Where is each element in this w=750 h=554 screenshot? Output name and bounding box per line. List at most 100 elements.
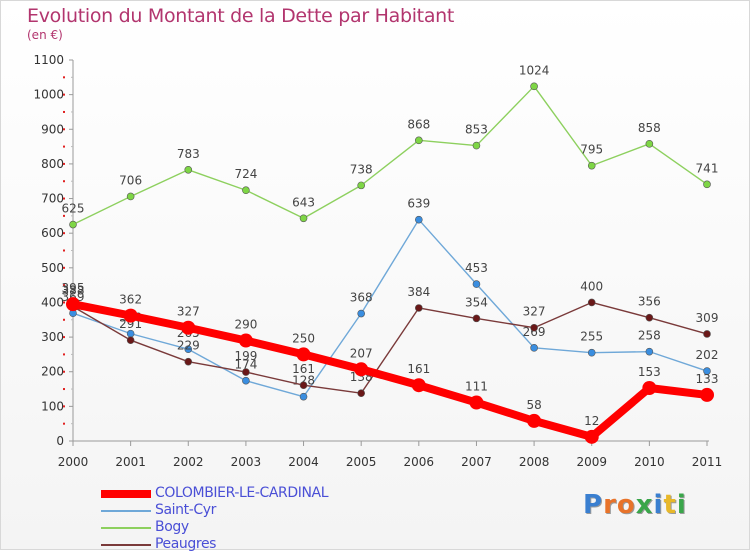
logo-letter: x <box>635 490 654 520</box>
legend-label: Saint-Cyr <box>155 502 216 518</box>
legend-label: Bogy <box>155 519 189 535</box>
data-point <box>584 429 599 444</box>
data-label: 738 <box>350 162 373 176</box>
data-label: 12 <box>584 414 599 428</box>
data-label: 741 <box>696 161 719 175</box>
data-label: 133 <box>696 372 719 386</box>
data-point <box>66 297 80 312</box>
data-label: 400 <box>580 279 603 293</box>
data-point <box>587 348 596 357</box>
data-label: 161 <box>407 362 430 376</box>
data-label: 58 <box>526 398 541 412</box>
y-tick-label: 200 <box>41 365 64 379</box>
logo-letter: i <box>653 490 664 520</box>
y-minor-marker <box>63 162 65 165</box>
data-label: 858 <box>638 121 661 135</box>
x-tick-label: 2001 <box>115 455 146 469</box>
data-label: 202 <box>696 348 719 362</box>
data-label: 309 <box>696 311 719 325</box>
y-minor-marker <box>63 180 65 183</box>
data-point <box>242 376 250 385</box>
data-point <box>296 347 311 362</box>
y-minor-marker <box>63 301 65 304</box>
data-label: 1024 <box>519 63 550 77</box>
data-point <box>530 344 538 352</box>
y-minor-marker <box>63 405 65 408</box>
data-point <box>411 378 426 393</box>
y-tick-label: 600 <box>41 226 64 240</box>
data-point <box>242 186 250 195</box>
data-label: 269 <box>523 325 546 339</box>
data-point <box>645 313 654 322</box>
y-tick-label: 0 <box>56 434 64 448</box>
data-point <box>357 309 365 318</box>
series-line-saint-cyr <box>72 218 708 398</box>
x-tick-label: 2005 <box>346 455 377 469</box>
series-line-peaugres <box>72 301 708 394</box>
legend-swatch <box>101 510 151 512</box>
x-tick-label: 2004 <box>288 455 319 469</box>
data-label: 290 <box>234 318 257 332</box>
y-minor-marker <box>63 318 65 321</box>
data-label: 395 <box>62 281 85 295</box>
x-tick-label: 2002 <box>173 455 204 469</box>
logo-letter: r <box>603 490 617 520</box>
data-point <box>354 362 369 377</box>
y-minor-marker <box>63 145 65 148</box>
data-label: 161 <box>292 362 315 376</box>
data-label: 258 <box>638 329 661 343</box>
logo-letter: i <box>676 490 687 520</box>
data-label: 868 <box>407 117 430 131</box>
legend-swatch <box>101 544 151 546</box>
data-label: 388 <box>62 284 85 298</box>
y-minor-marker <box>63 284 65 287</box>
x-tick-label: 2000 <box>58 455 89 469</box>
data-point <box>126 336 135 345</box>
y-minor-marker <box>63 232 65 235</box>
data-point <box>184 357 193 366</box>
data-label: 368 <box>350 291 373 305</box>
data-point <box>703 367 711 375</box>
x-tick-label: 2009 <box>576 455 607 469</box>
data-point <box>181 320 196 335</box>
legend-swatch <box>101 490 151 498</box>
y-minor-marker <box>63 214 65 217</box>
x-tick-label: 2011 <box>692 455 723 469</box>
y-minor-marker <box>63 422 65 425</box>
y-minor-marker <box>63 110 65 113</box>
data-point <box>238 333 253 348</box>
y-minor-marker <box>63 93 65 96</box>
y-minor-marker <box>63 76 65 79</box>
x-tick-label: 2010 <box>634 455 665 469</box>
y-minor-marker <box>63 353 65 356</box>
y-minor-marker <box>63 197 65 200</box>
y-tick-label: 400 <box>41 295 64 309</box>
data-label: 724 <box>234 167 257 181</box>
y-minor-marker <box>63 249 65 252</box>
y-tick-label: 100 <box>41 399 64 413</box>
data-point <box>703 180 711 189</box>
x-tick-label: 2008 <box>519 455 550 469</box>
x-tick-label: 2003 <box>231 455 262 469</box>
data-label: 453 <box>465 261 488 275</box>
data-point <box>472 141 481 150</box>
data-point <box>123 308 138 323</box>
data-point <box>642 381 657 396</box>
data-label: 327 <box>523 305 546 319</box>
data-label: 795 <box>580 143 603 157</box>
y-minor-marker <box>63 266 65 269</box>
data-label: 255 <box>580 330 603 344</box>
data-label: 706 <box>119 173 142 187</box>
data-label: 356 <box>638 295 661 309</box>
y-tick-label: 1000 <box>33 88 64 102</box>
data-label: 354 <box>465 295 488 309</box>
chart-subtitle: (en €) <box>27 28 63 42</box>
legend-label: Peaugres <box>155 536 217 552</box>
y-minor-marker <box>63 388 65 391</box>
data-point <box>299 381 308 390</box>
proxiti-logo: Proxiti <box>583 490 687 520</box>
y-tick-label: 800 <box>41 157 64 171</box>
data-label: 250 <box>292 331 315 345</box>
data-point <box>527 413 542 428</box>
